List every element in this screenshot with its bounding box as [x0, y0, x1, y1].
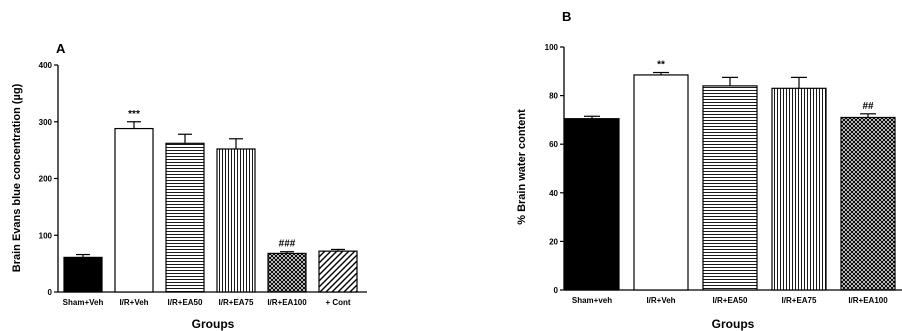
y-tick-label: 300: [39, 118, 53, 127]
panel-a-x-axis-title: Groups: [192, 317, 235, 331]
panel-a-plot: 0 100 200 300 400 Sham+Veh I/R+Veh *** I/R+EA50 I…: [39, 61, 367, 307]
y-tick-label: 400: [39, 61, 53, 70]
y-tick-label: 80: [549, 92, 558, 101]
panel-b-x-axis-title: Groups: [712, 317, 755, 331]
y-tick-label: 60: [549, 140, 558, 149]
category-label: I/R+EA100: [848, 296, 888, 305]
significance-label: ###: [279, 239, 296, 250]
bar: [564, 118, 620, 291]
significance-label: **: [657, 60, 665, 71]
bar: [840, 116, 896, 291]
category-label: I/R+Veh: [119, 298, 148, 307]
panel-a: A Brain Evans blue concentration (µg) 0 1…: [11, 41, 367, 331]
category-label: I/R+EA75: [782, 296, 817, 305]
y-tick-label: 0: [554, 286, 559, 295]
panel-b-plot: 0 20 40 60 80 100 Sham+veh I/R+Veh ** I/R+EA50 I/R…: [545, 43, 902, 305]
panel-a-letter: A: [56, 41, 66, 56]
y-tick-label: 40: [549, 189, 558, 198]
bar: [165, 142, 205, 293]
bar: [771, 87, 827, 291]
bar: [114, 127, 154, 293]
y-tick-label: 100: [39, 231, 53, 240]
category-label: Sham+veh: [572, 296, 612, 305]
y-tick-label: 20: [549, 237, 558, 246]
panel-b: B % Brain water content 0 20 40 60 80 100 Sham…: [516, 9, 902, 331]
significance-label: ***: [128, 109, 140, 120]
significance-label: ##: [862, 101, 874, 112]
bar: [216, 148, 256, 293]
panel-a-y-axis-title: Brain Evans blue concentration (µg): [11, 83, 23, 272]
panel-b-y-axis-title: % Brain water content: [516, 109, 528, 225]
category-label: I/R+EA75: [219, 298, 254, 307]
category-label: + Cont: [325, 298, 350, 307]
category-label: Sham+Veh: [63, 298, 104, 307]
y-tick-label: 100: [545, 43, 559, 52]
bar: [702, 85, 758, 291]
y-tick-label: 0: [48, 288, 53, 297]
panel-b-letter: B: [562, 9, 571, 24]
category-label: I/R+EA100: [267, 298, 307, 307]
category-label: I/R+EA50: [168, 298, 203, 307]
bar: [267, 252, 307, 293]
y-tick-label: 200: [39, 175, 53, 184]
category-label: I/R+Veh: [646, 296, 675, 305]
bar: [63, 256, 103, 293]
bar: [633, 74, 689, 291]
category-label: I/R+EA50: [713, 296, 748, 305]
bar: [318, 250, 358, 293]
